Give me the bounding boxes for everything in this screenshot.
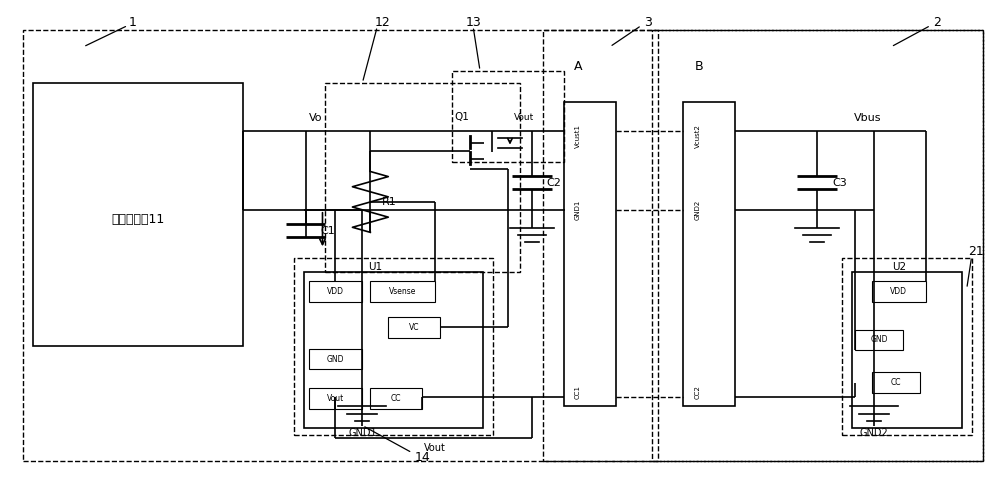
Text: 12: 12 xyxy=(374,16,390,29)
Text: GND: GND xyxy=(327,355,344,363)
Text: B: B xyxy=(695,60,704,73)
Bar xyxy=(852,272,962,428)
Bar xyxy=(370,281,435,302)
Text: Vout: Vout xyxy=(514,113,534,122)
Text: VDD: VDD xyxy=(890,287,907,296)
Bar xyxy=(309,388,362,409)
Text: CC1: CC1 xyxy=(575,385,581,399)
Text: U1: U1 xyxy=(368,262,382,272)
Text: 13: 13 xyxy=(465,16,481,29)
Bar xyxy=(564,102,616,406)
Text: Vsense: Vsense xyxy=(389,287,416,296)
Text: CC2: CC2 xyxy=(694,385,700,399)
Bar xyxy=(683,102,735,406)
Bar xyxy=(309,281,362,302)
Text: GND2: GND2 xyxy=(860,428,888,438)
Text: CC: CC xyxy=(891,378,901,387)
Text: VC: VC xyxy=(409,323,419,332)
Text: R1: R1 xyxy=(382,197,397,207)
Text: Vcust2: Vcust2 xyxy=(694,124,700,147)
Text: Vcust1: Vcust1 xyxy=(575,123,581,147)
Text: A: A xyxy=(574,60,582,73)
Text: GND1: GND1 xyxy=(575,200,581,220)
Text: C1: C1 xyxy=(320,226,335,236)
Text: GND2: GND2 xyxy=(694,200,700,220)
Text: GND1: GND1 xyxy=(348,428,377,438)
Text: Q1: Q1 xyxy=(454,112,469,122)
Text: C3: C3 xyxy=(832,178,847,188)
Text: 21: 21 xyxy=(968,245,984,258)
Text: C2: C2 xyxy=(547,178,562,188)
Bar xyxy=(370,388,422,409)
Text: U2: U2 xyxy=(892,262,906,272)
Text: 电源变换器11: 电源变换器11 xyxy=(111,213,165,226)
Bar xyxy=(33,83,243,347)
Text: 3: 3 xyxy=(644,16,652,29)
Text: Vout: Vout xyxy=(327,394,344,403)
Text: Vbus: Vbus xyxy=(854,113,882,123)
Text: 2: 2 xyxy=(933,16,941,29)
Text: 1: 1 xyxy=(129,16,137,29)
Text: Vout: Vout xyxy=(424,443,446,453)
Bar xyxy=(309,349,362,369)
Bar xyxy=(872,372,920,393)
Text: GND: GND xyxy=(870,335,888,345)
Text: CC: CC xyxy=(391,394,402,403)
Bar xyxy=(872,281,926,302)
Bar xyxy=(388,317,440,338)
Text: VDD: VDD xyxy=(327,287,344,296)
Bar xyxy=(304,272,483,428)
Text: 14: 14 xyxy=(414,451,430,464)
Bar xyxy=(855,330,903,350)
Text: Vo: Vo xyxy=(309,113,322,123)
